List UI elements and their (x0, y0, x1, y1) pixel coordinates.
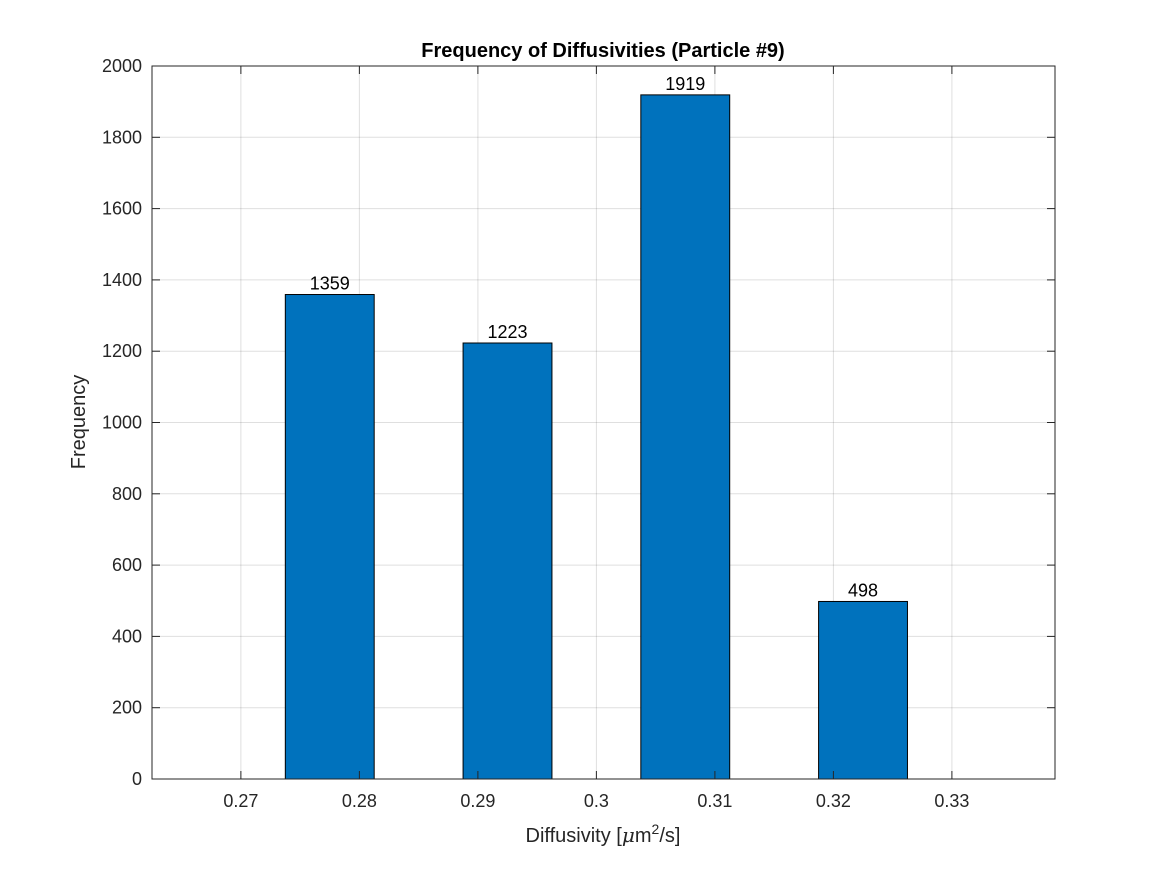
x-tick-label: 0.31 (697, 791, 732, 811)
bars (284, 94, 908, 780)
bar (462, 342, 553, 780)
x-axis-label-unit: m (635, 825, 652, 847)
bar (640, 94, 731, 780)
x-tick-label: 0.33 (934, 791, 969, 811)
x-axis-label-prefix: Diffusivity [ (526, 825, 623, 847)
y-tick-label: 1800 (102, 127, 142, 147)
plot-frame (151, 65, 1056, 780)
bar (818, 600, 908, 780)
y-tick-label: 1000 (102, 413, 142, 433)
x-tick-label: 0.28 (342, 791, 377, 811)
x-axis-label-mu: μ (622, 823, 635, 847)
x-axis-label-suffix: /s] (659, 825, 680, 847)
x-axis-label: Diffusivity [μm2/s] (526, 821, 681, 847)
x-tick-label: 0.3 (584, 791, 609, 811)
bar-data-label: 498 (848, 580, 878, 600)
labels: 0.27 0.28 0.29 0.3 0.31 0.32 0.33 0 200 400 600 800… (102, 56, 969, 811)
x-tick-label: 0.27 (223, 791, 258, 811)
y-tick-label: 800 (112, 484, 142, 504)
x-axis-label-sup: 2 (652, 821, 660, 837)
bar-data-label: 1359 (310, 274, 350, 294)
bar (284, 294, 375, 780)
y-tick-label: 400 (112, 626, 142, 646)
y-tick-label: 0 (132, 769, 142, 789)
x-tick-label: 0.32 (816, 791, 851, 811)
y-tick-label: 1400 (102, 270, 142, 290)
x-tick-label: 0.29 (460, 791, 495, 811)
y-tick-label: 2000 (102, 56, 142, 76)
bar-data-label: 1919 (665, 74, 705, 94)
y-tick-label: 1600 (102, 199, 142, 219)
bar-data-label: 1223 (487, 322, 527, 342)
chart-title: Frequency of Diffusivities (Particle #9) (421, 40, 784, 62)
y-tick-label: 200 (112, 698, 142, 718)
y-axis-label: Frequency (68, 375, 90, 470)
y-tick-label: 1200 (102, 341, 142, 361)
y-tick-label: 600 (112, 555, 142, 575)
